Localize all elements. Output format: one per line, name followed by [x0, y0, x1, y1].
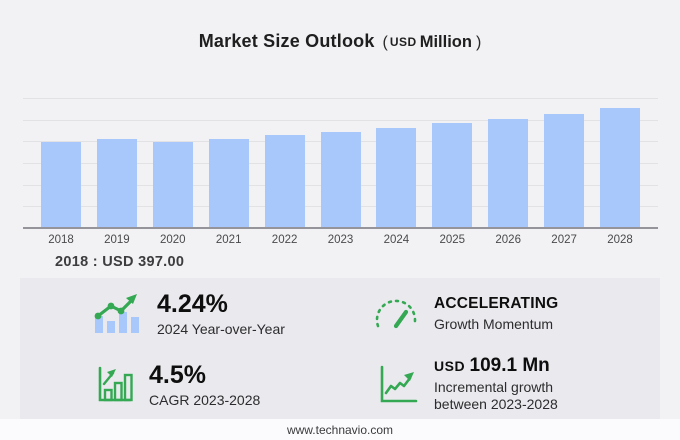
- x-axis-label: 2026: [495, 234, 521, 246]
- x-axis-label: 2028: [607, 234, 633, 246]
- bar-2027: [544, 113, 585, 227]
- gridline: [23, 119, 658, 121]
- stat-momentum-label: Growth Momentum: [434, 315, 554, 332]
- x-axis-label: 2022: [271, 234, 298, 246]
- bar-2026: [488, 118, 529, 227]
- stat-cagr: 4.5% CAGR 2023-2028: [20, 349, 340, 420]
- bar-2021: [208, 138, 249, 227]
- stat-momentum: ACCELERATING Growth Momentum: [340, 278, 660, 349]
- x-axis-label: 2019: [104, 234, 130, 246]
- x-axis-label: 2020: [160, 234, 186, 246]
- title-unit: Million: [419, 33, 472, 51]
- footer: www.technavio.com: [0, 419, 680, 440]
- page-title: Market Size Outlook (USD Million): [0, 31, 680, 52]
- gridline: [23, 98, 658, 99]
- x-axis-label: 2027: [551, 234, 577, 246]
- stat-yoy-text: 4.24% 2024 Year-over-Year: [157, 290, 285, 337]
- stat-momentum-value: ACCELERATING: [434, 295, 559, 313]
- bars-trend-up-icon: [92, 291, 142, 337]
- stat-yoy-value: 4.24%: [157, 290, 228, 319]
- stat-incremental-label-2: between 2023-2028: [434, 396, 558, 413]
- title-close-paren: ): [475, 34, 482, 51]
- stat-incremental-value: 109.1 Mn: [469, 355, 550, 377]
- x-axis-label: 2025: [439, 234, 466, 246]
- bar-2028: [600, 108, 640, 227]
- bar-2018: [41, 141, 81, 227]
- bar-2020: [152, 141, 193, 227]
- title-currency: USD: [389, 35, 417, 49]
- stat-incremental-currency: USD: [434, 358, 466, 375]
- stat-cagr-text: 4.5% CAGR 2023-2028: [149, 361, 260, 408]
- bar-2024: [376, 127, 417, 227]
- bar-2023: [320, 132, 361, 227]
- growth-bars-arrow-icon: [92, 364, 134, 406]
- website-url: www.technavio.com: [286, 422, 394, 437]
- x-axis-line: [23, 227, 658, 229]
- title-open-paren: (: [382, 34, 388, 51]
- stat-yoy: 4.24% 2024 Year-over-Year: [20, 278, 340, 349]
- first-year-value-callout: 2018 : USD 397.00: [55, 254, 185, 270]
- title-text: Market Size Outlook: [198, 31, 375, 51]
- x-axis-label: 2021: [215, 234, 242, 246]
- stat-incremental-value-row: USD 109.1 Mn: [434, 355, 550, 377]
- stat-cagr-value: 4.5%: [149, 361, 206, 390]
- stats-panel: 4.24% 2024 Year-over-Year ACCELERATING G…: [20, 278, 660, 420]
- stat-momentum-text: ACCELERATING Growth Momentum: [434, 295, 558, 331]
- speedometer-icon: [373, 295, 419, 333]
- line-chart-arrow-icon: [373, 362, 419, 408]
- stat-incremental: USD 109.1 Mn Incremental growth between …: [340, 349, 660, 420]
- bar-2022: [264, 135, 305, 227]
- x-axis-label: 2018: [48, 234, 74, 246]
- bar-2019: [96, 139, 137, 227]
- stat-incremental-label-1: Incremental growth: [434, 378, 554, 395]
- stat-yoy-label: 2024 Year-over-Year: [157, 320, 285, 337]
- x-axis-label: 2024: [383, 234, 410, 246]
- x-axis-label: 2023: [327, 234, 354, 246]
- stat-incremental-text: USD 109.1 Mn Incremental growth between …: [434, 355, 558, 414]
- stat-cagr-label: CAGR 2023-2028: [149, 391, 261, 408]
- bar-2025: [432, 123, 473, 227]
